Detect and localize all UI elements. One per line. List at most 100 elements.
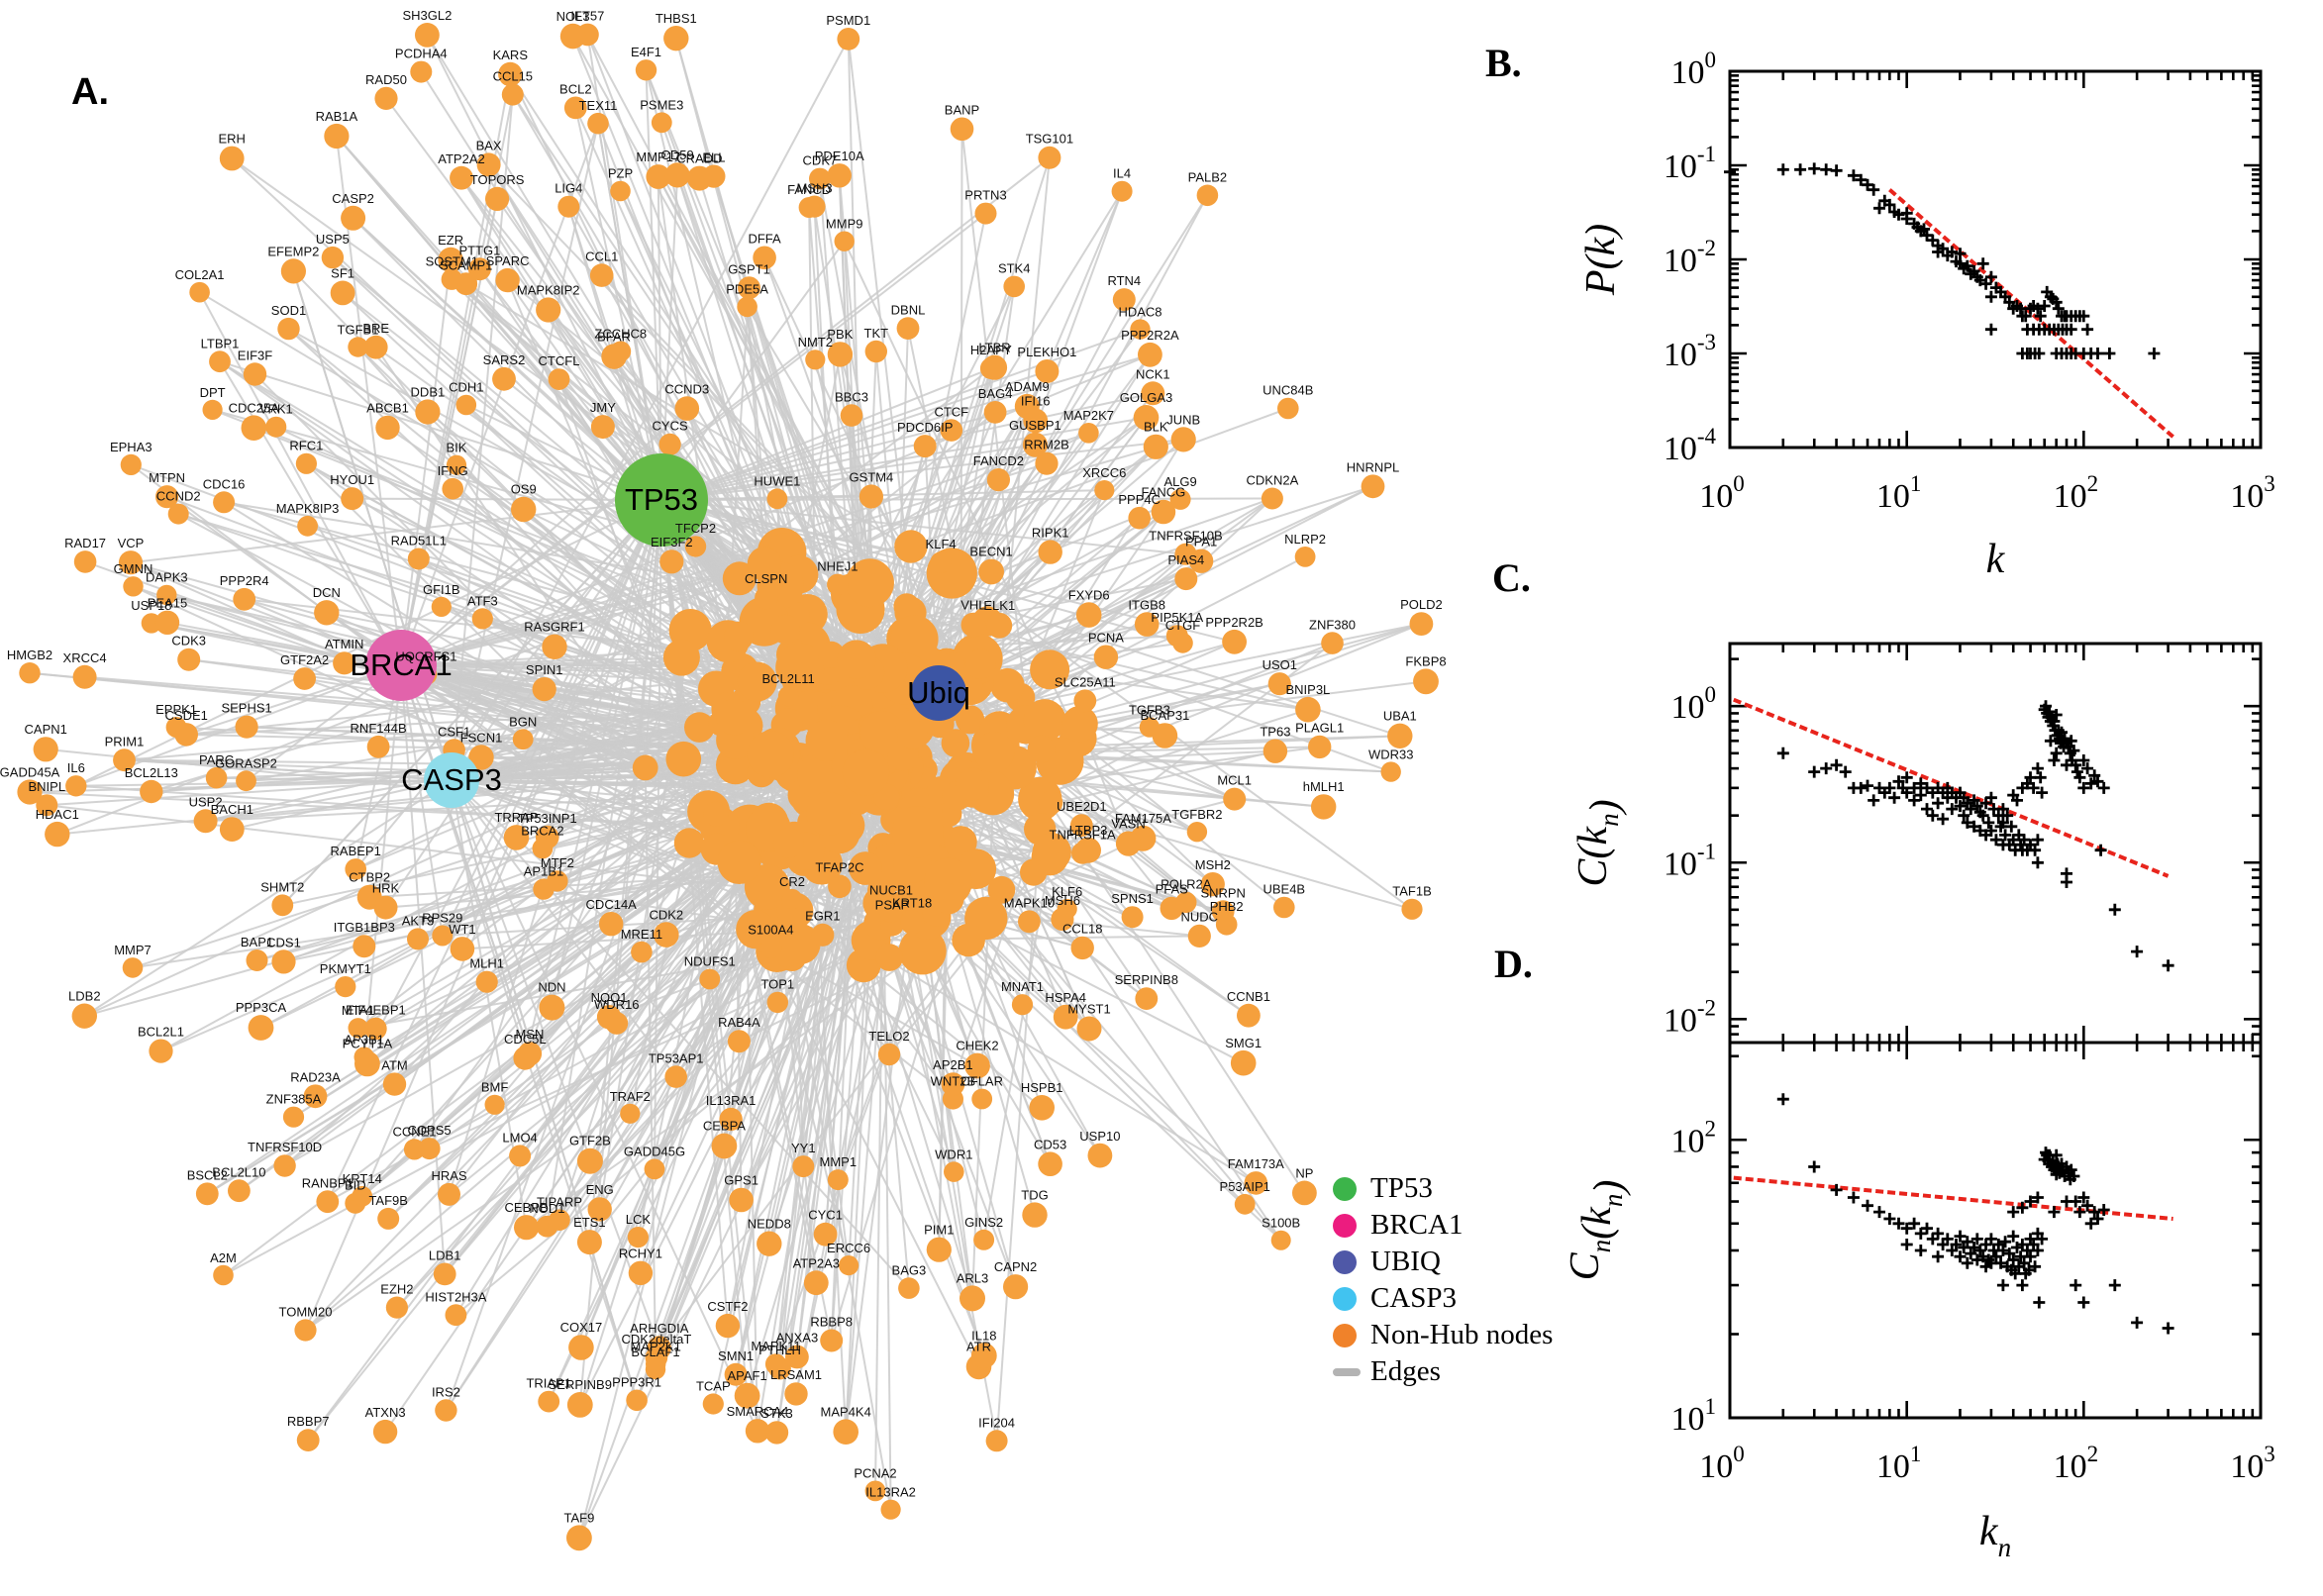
data-point <box>2077 781 2090 794</box>
data-point <box>2050 747 2063 759</box>
data-point <box>2108 903 2121 916</box>
node-label: CSF1 <box>438 724 470 739</box>
node-label: CDK3 <box>171 634 206 648</box>
network-node <box>986 468 1011 492</box>
node-label: HSPB1 <box>1021 1080 1063 1095</box>
data-point <box>1954 1250 1967 1263</box>
node-label: CCL15 <box>493 69 533 84</box>
data-point <box>2073 1206 2086 1219</box>
legend-item: UBIQ <box>1333 1244 1630 1280</box>
data-point <box>1820 762 1833 775</box>
network-node <box>1135 987 1159 1010</box>
node-label: HYOU1 <box>330 472 374 487</box>
network-node <box>933 883 964 915</box>
network-node <box>1380 761 1401 782</box>
network-node <box>1175 891 1197 914</box>
network-node <box>303 1084 328 1109</box>
network-node <box>747 547 782 581</box>
node-label: AP2B1 <box>933 1057 972 1072</box>
node-label: PLEKHO1 <box>1017 345 1076 359</box>
network-node <box>471 608 493 630</box>
axis-ticks <box>1728 1043 2263 1420</box>
tick-label: 103 <box>2230 471 2275 515</box>
data-point <box>2065 1163 2077 1176</box>
node-label: RFC1 <box>289 439 323 453</box>
panel-a-label: A. <box>71 71 109 113</box>
data-point <box>2024 771 2037 784</box>
data-point <box>1984 290 1997 303</box>
node-label: HIST2H3A <box>425 1289 486 1304</box>
network-node <box>435 1399 457 1422</box>
network-node <box>827 1169 849 1191</box>
data-point <box>2081 1199 2094 1212</box>
data-point <box>1883 1213 1896 1225</box>
network-node <box>1223 787 1247 811</box>
network-node <box>770 614 801 645</box>
network-node <box>441 268 462 290</box>
data-point <box>1950 1239 1963 1250</box>
network-node <box>1234 1193 1256 1215</box>
node-label: LTBP3 <box>1069 823 1108 838</box>
network-node <box>759 937 782 959</box>
data-point <box>2061 876 2072 888</box>
hub-label-casp3: CASP3 <box>401 762 502 797</box>
panel-d-label: D. <box>1494 942 1533 986</box>
data-point <box>2003 296 2016 309</box>
data-point <box>1921 1222 1933 1235</box>
network-node <box>450 937 475 961</box>
network-node <box>589 263 614 287</box>
network-node <box>1018 910 1041 934</box>
network-node <box>753 246 776 270</box>
data-point <box>1862 1199 1873 1212</box>
network-node <box>509 1145 532 1167</box>
data-point <box>2068 1170 2080 1182</box>
data-point <box>1979 277 1992 290</box>
network-node <box>930 551 952 573</box>
node-label: USO1 <box>1262 657 1297 672</box>
node-label: RAB4A <box>718 1015 760 1030</box>
network-node <box>501 83 524 106</box>
data-point <box>1900 1239 1913 1250</box>
network-node <box>717 840 761 885</box>
network-node <box>737 661 777 702</box>
data-point <box>1892 775 1905 788</box>
node-label: PPP2R2A <box>1121 328 1179 343</box>
data-point <box>2021 777 2034 790</box>
network-node <box>813 1222 838 1247</box>
data-point <box>1883 198 1896 211</box>
node-label: GUSBP1 <box>1009 418 1061 433</box>
node-label: MAPK10 <box>1004 895 1055 910</box>
node-label: MAP4K4 <box>821 1404 871 1419</box>
network-node <box>1038 1151 1062 1176</box>
node-label: NDN <box>538 980 565 995</box>
data-point <box>2070 1195 2082 1208</box>
network-node <box>779 923 821 965</box>
hub-labels: TP53 BRCA1 Ubiq CASP3 <box>350 482 970 797</box>
data-point <box>2018 834 2031 847</box>
panel-c-label: C. <box>1492 555 1531 600</box>
network-node <box>366 735 390 758</box>
network-node <box>981 354 1008 380</box>
network-node <box>1139 717 1161 738</box>
legend-item-label: CASP3 <box>1370 1282 1458 1314</box>
data-point <box>1908 1217 1921 1230</box>
data-point <box>2018 1256 2031 1269</box>
network-node <box>990 667 1025 703</box>
network-node <box>335 976 356 998</box>
network-graph: VRK1 GTF2A2 TCAP PRIM1 NHEJ1 KLF6 IFI204 TP53IN… <box>0 8 1447 1551</box>
node-label: CCND3 <box>664 381 709 396</box>
node-label: EFEMP2 <box>267 244 319 258</box>
node-label: PPA1 <box>1185 535 1217 549</box>
node-label: CASP2 <box>332 191 374 206</box>
network-node <box>940 419 963 442</box>
data-point <box>2007 1230 2020 1243</box>
data-point <box>1999 1236 2012 1248</box>
node-label: ATXN3 <box>365 1405 406 1420</box>
network-node <box>1295 696 1321 723</box>
network-node <box>644 1158 665 1180</box>
network-node <box>71 1003 98 1029</box>
node-label: MTA1 <box>342 1003 375 1018</box>
network-node <box>385 1296 408 1319</box>
network-node <box>495 267 520 293</box>
network-node <box>1022 432 1048 457</box>
